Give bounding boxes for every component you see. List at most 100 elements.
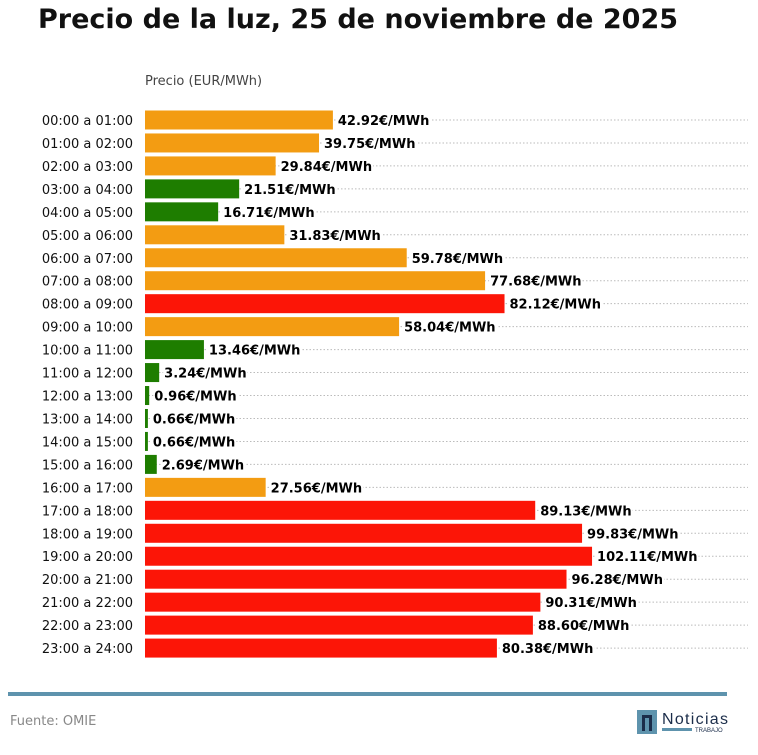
data-label-background [539, 504, 633, 520]
tick-label: 00:00 a 01:00 [42, 114, 133, 129]
tick-label: 14:00 a 15:00 [42, 435, 133, 450]
data-label: 80.38€/MWh [502, 642, 593, 657]
data-label-background [500, 642, 595, 658]
data-label-background [243, 182, 337, 198]
tick-label: 03:00 a 04:00 [42, 183, 133, 198]
tick-label: 17:00 a 18:00 [42, 504, 133, 519]
data-label-background [544, 596, 638, 612]
data-label-background [160, 458, 246, 474]
bar [145, 592, 541, 612]
axis-label: Precio (EUR/MWh) [145, 74, 263, 89]
footer-rule [8, 692, 727, 696]
bar [145, 477, 266, 497]
tick-label: 13:00 a 14:00 [42, 412, 133, 427]
bar [145, 363, 160, 383]
tick-label: 04:00 a 05:00 [42, 206, 133, 221]
tick-label: 20:00 a 21:00 [42, 573, 133, 588]
data-label-background [403, 320, 497, 336]
data-label-background [570, 573, 664, 589]
bar [145, 225, 285, 245]
tick-label: 07:00 a 08:00 [42, 275, 133, 290]
data-label: 58.04€/MWh [404, 321, 495, 336]
tick-label: 23:00 a 24:00 [42, 642, 133, 657]
data-label: 0.66€/MWh [153, 435, 235, 450]
bar [145, 156, 276, 176]
data-label: 90.31€/MWh [545, 596, 636, 611]
data-label: 16.71€/MWh [223, 206, 314, 221]
tick-label: 21:00 a 22:00 [42, 596, 133, 611]
tick-label: 10:00 a 11:00 [42, 344, 133, 359]
data-label: 39.75€/MWh [324, 137, 415, 152]
data-label-background [279, 159, 374, 175]
bar [145, 110, 333, 130]
data-label-background [586, 527, 680, 543]
tick-label: 05:00 a 06:00 [42, 229, 133, 244]
data-label-background [207, 343, 302, 359]
bar [145, 569, 567, 589]
bar [145, 294, 505, 314]
bar [145, 431, 148, 451]
data-label-background [151, 412, 237, 428]
bar [145, 615, 533, 635]
tick-label: 19:00 a 20:00 [42, 550, 133, 565]
bar [145, 271, 486, 291]
bar [145, 638, 497, 658]
data-label-background [151, 435, 237, 451]
data-label: 0.96€/MWh [154, 390, 236, 405]
tick-label: 15:00 a 16:00 [42, 458, 133, 473]
data-label-background [222, 205, 316, 221]
tick-label: 11:00 a 12:00 [42, 367, 133, 382]
data-label: 3.24€/MWh [164, 367, 246, 382]
bar [145, 133, 320, 153]
data-label: 99.83€/MWh [587, 527, 678, 542]
data-label: 21.51€/MWh [244, 183, 335, 198]
tick-label: 12:00 a 13:00 [42, 390, 133, 405]
bar [145, 202, 219, 222]
data-label-background [153, 389, 238, 405]
bar [145, 500, 536, 520]
data-label-background [489, 274, 583, 290]
bar [145, 408, 148, 428]
data-label: 77.68€/MWh [490, 275, 581, 290]
data-label-background [269, 481, 364, 497]
svg-text:TRABAJO: TRABAJO [695, 728, 723, 734]
data-label: 0.66€/MWh [153, 412, 235, 427]
tick-label: 16:00 a 17:00 [42, 481, 133, 496]
bar [145, 523, 583, 543]
bar-chart: 00:00 a 01:00 42.92€/MWh 01:00 a 02:00 39.7… [42, 110, 748, 658]
data-label: 102.11€/MWh [597, 550, 698, 565]
bar [145, 317, 400, 337]
data-label-background [536, 619, 631, 635]
tick-label: 08:00 a 09:00 [42, 298, 133, 313]
bar [145, 386, 150, 406]
data-label: 13.46€/MWh [209, 344, 300, 359]
data-label-background [410, 251, 505, 267]
tick-label: 06:00 a 07:00 [42, 252, 133, 267]
tick-label: 22:00 a 23:00 [42, 619, 133, 634]
data-label: 2.69€/MWh [162, 458, 244, 473]
data-label-background [163, 366, 248, 382]
bar [145, 546, 593, 566]
tick-label: 18:00 a 19:00 [42, 527, 133, 542]
data-label: 29.84€/MWh [281, 160, 372, 175]
data-label: 27.56€/MWh [271, 481, 362, 496]
tick-label: 01:00 a 02:00 [42, 137, 133, 152]
tick-label: 09:00 a 10:00 [42, 321, 133, 336]
data-label-background [323, 136, 417, 152]
data-label-background [508, 297, 602, 313]
data-label: 82.12€/MWh [510, 298, 601, 313]
tick-label: 02:00 a 03:00 [42, 160, 133, 175]
data-label: 96.28€/MWh [572, 573, 663, 588]
chart-title: Precio de la luz, 25 de noviembre de 202… [38, 4, 679, 35]
data-label: 88.60€/MWh [538, 619, 629, 634]
noticias-trabajo-logo: Noticias TRABAJO [637, 710, 728, 734]
bar [145, 454, 157, 474]
data-label: 59.78€/MWh [412, 252, 503, 267]
data-label-background [336, 114, 431, 129]
data-label: 31.83€/MWh [289, 229, 380, 244]
bar [145, 340, 204, 360]
bar [145, 248, 407, 268]
data-label-background [288, 228, 382, 244]
data-label-background [596, 550, 699, 566]
